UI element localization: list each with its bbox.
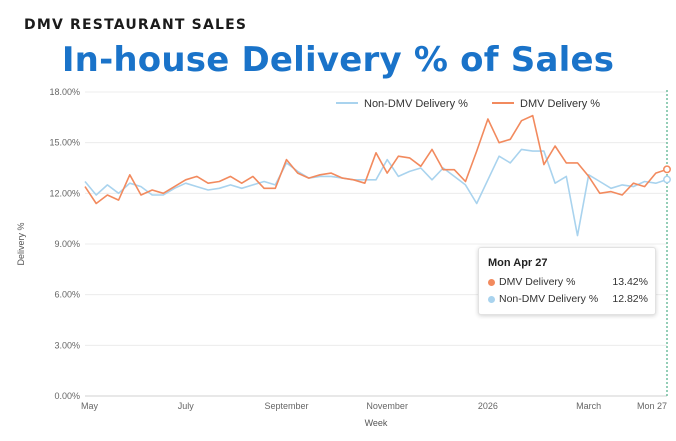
y-tick-label: 18.00% <box>49 87 80 97</box>
tooltip-dot-dmv <box>488 279 495 286</box>
tooltip-name: DMV Delivery % <box>499 276 576 288</box>
tooltip-name: Non-DMV Delivery % <box>499 293 599 305</box>
tooltip-date: Mon Apr 27 <box>488 257 548 269</box>
x-axis-label: Week <box>365 418 388 428</box>
tooltip: Mon Apr 27 DMV Delivery % 13.42% Non-DMV… <box>478 247 656 315</box>
x-tick-label: July <box>178 401 195 411</box>
y-tick-label: 3.00% <box>54 340 80 350</box>
series-line-dmv <box>84 114 668 205</box>
hover-point-dmv <box>663 165 671 174</box>
y-tick-label: 0.00% <box>54 391 80 401</box>
tooltip-value: 13.42% <box>612 276 648 288</box>
tooltip-value: 12.82% <box>612 293 648 305</box>
x-tick-label: May <box>81 401 99 411</box>
y-tick-label: 6.00% <box>54 290 80 300</box>
page-title: In-house Delivery % of Sales <box>61 40 615 80</box>
x-tick-label: Mon 27 <box>637 401 667 411</box>
gridlines <box>85 91 667 397</box>
y-tick-label: 12.00% <box>49 188 80 198</box>
x-tick-label: March <box>576 401 601 411</box>
series-group <box>84 114 671 237</box>
supertitle: DMV RESTAURANT SALES <box>24 17 248 33</box>
legend-label-non-dmv[interactable]: Non-DMV Delivery % <box>364 98 468 110</box>
tooltip-row-non-dmv: Non-DMV Delivery % 12.82% <box>488 293 648 307</box>
legend-label-dmv[interactable]: DMV Delivery % <box>520 98 600 110</box>
y-axis-label: Delivery % <box>16 222 26 265</box>
tooltip-row-dmv: DMV Delivery % 13.42% <box>488 276 648 290</box>
series-line-non-dmv <box>84 148 668 237</box>
tooltip-dot-non-dmv <box>488 296 495 303</box>
hover-point-non-dmv <box>663 175 671 184</box>
y-axis-ticks: 0.00% 3.00% 6.00% 9.00% 12.00% 15.00% 18.00% <box>49 87 80 401</box>
x-axis-ticks: May July September November 2026 March Mon 27 <box>81 401 667 411</box>
x-tick-label: 2026 <box>478 401 498 411</box>
y-tick-label: 9.00% <box>54 239 80 249</box>
legend[interactable]: Non-DMV Delivery % DMV Delivery % <box>336 98 600 110</box>
y-tick-label: 15.00% <box>49 138 80 148</box>
x-tick-label: September <box>264 401 308 411</box>
x-tick-label: November <box>366 401 408 411</box>
